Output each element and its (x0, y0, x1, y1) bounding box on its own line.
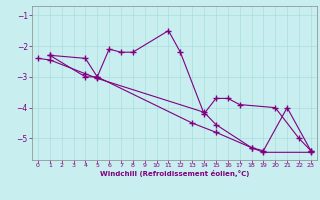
X-axis label: Windchill (Refroidissement éolien,°C): Windchill (Refroidissement éolien,°C) (100, 170, 249, 177)
